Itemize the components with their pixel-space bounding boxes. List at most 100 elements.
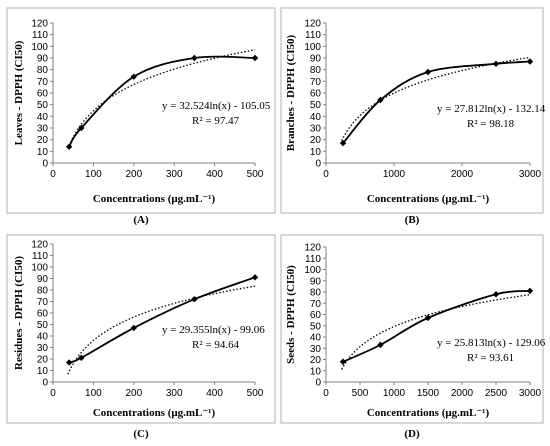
y-tick-label: 50 — [310, 321, 322, 332]
panel-label: (D) — [404, 428, 420, 440]
x-axis-label: Concentrations (μg.mL⁻¹) — [93, 407, 216, 419]
y-tick-label: 20 — [310, 355, 322, 366]
y-tick-label: 80 — [310, 65, 322, 76]
data-point — [377, 96, 384, 104]
y-tick-label: 30 — [37, 124, 49, 135]
y-tick-label: 20 — [310, 135, 322, 146]
r-squared-label: R² = 93.61 — [467, 352, 514, 364]
y-tick-label: 40 — [37, 332, 49, 343]
x-tick-label: 200 — [125, 169, 142, 180]
y-tick-label: 110 — [305, 254, 321, 265]
y-tick-label: 60 — [37, 309, 49, 320]
y-tick-label: 90 — [37, 54, 49, 65]
x-tick-label: 400 — [206, 388, 223, 399]
y-tick-label: 10 — [310, 147, 322, 158]
x-tick-label: 200 — [125, 388, 142, 399]
y-tick-label: 120 — [304, 243, 321, 254]
y-tick-label: 10 — [37, 366, 49, 377]
y-tick-label: 10 — [37, 147, 49, 158]
x-tick-label: 400 — [206, 169, 223, 180]
y-tick-label: 100 — [304, 42, 321, 53]
y-tick-label: 0 — [315, 378, 321, 389]
y-axis-label: Branches - DPPH (CI50) — [285, 34, 297, 151]
data-point — [492, 291, 500, 298]
data-point — [78, 354, 85, 362]
panel-frame — [6, 7, 276, 214]
y-tick-label: 70 — [310, 77, 322, 88]
x-tick-label: 3000 — [519, 169, 542, 180]
y-tick-label: 0 — [42, 159, 48, 170]
y-axis-label: Residues - DPPH (CI50) — [13, 256, 25, 370]
y-tick-label: 120 — [304, 19, 321, 30]
data-point — [339, 358, 347, 365]
y-tick-label: 90 — [310, 276, 322, 287]
data-point — [130, 73, 137, 80]
data-point — [65, 143, 73, 150]
panel-frame — [280, 234, 544, 424]
y-tick-label: 90 — [37, 274, 49, 285]
y-tick-label: 100 — [31, 263, 48, 274]
y-tick-label: 40 — [310, 112, 322, 123]
panel-label: (C) — [133, 428, 149, 440]
y-tick-label: 60 — [310, 310, 322, 321]
y-tick-label: 90 — [310, 54, 322, 65]
y-tick-label: 80 — [37, 65, 49, 76]
x-axis-label: Concentrations (μg.mL⁻¹) — [93, 193, 216, 205]
x-axis-label: Concentrations (μg.mL⁻¹) — [367, 193, 490, 205]
y-tick-label: 100 — [31, 42, 48, 53]
data-point — [424, 68, 432, 76]
y-tick-label: 20 — [37, 135, 49, 146]
x-tick-label: 1500 — [417, 388, 440, 399]
y-tick-label: 50 — [37, 320, 49, 331]
y-tick-label: 30 — [310, 124, 322, 135]
trendline-equation: y = 27.812ln(x) - 132.14 — [437, 103, 546, 115]
x-tick-label: 300 — [166, 388, 183, 399]
data-point — [526, 287, 534, 295]
data-point — [78, 124, 85, 132]
data-point — [492, 60, 500, 68]
y-tick-label: 30 — [310, 344, 322, 355]
trendline — [341, 294, 531, 370]
trendline — [67, 285, 256, 375]
y-tick-label: 70 — [37, 77, 49, 88]
data-point — [130, 324, 137, 332]
y-axis-label: Seeds - DPPH (CI50) — [285, 265, 297, 364]
y-tick-label: 110 — [32, 30, 48, 41]
data-point — [65, 359, 73, 366]
x-tick-label: 0 — [323, 169, 329, 180]
data-point — [191, 54, 198, 62]
y-tick-label: 60 — [37, 89, 49, 100]
x-tick-label: 0 — [50, 388, 56, 399]
y-tick-label: 100 — [304, 265, 321, 276]
data-point — [526, 58, 534, 65]
panel-label: (B) — [405, 214, 420, 226]
y-tick-label: 120 — [31, 240, 48, 251]
x-tick-label: 0 — [50, 169, 56, 180]
y-tick-label: 0 — [315, 159, 321, 170]
data-point — [377, 341, 384, 349]
y-tick-label: 10 — [310, 366, 322, 377]
y-tick-label: 0 — [42, 378, 48, 389]
panel-frame — [280, 7, 544, 214]
r-squared-label: R² = 97.47 — [192, 115, 240, 127]
x-tick-label: 300 — [166, 169, 183, 180]
y-tick-label: 60 — [310, 89, 322, 100]
data-point — [251, 274, 259, 281]
x-tick-label: 2500 — [485, 388, 508, 399]
x-tick-label: 500 — [247, 169, 264, 180]
y-tick-label: 20 — [37, 355, 49, 366]
y-tick-label: 110 — [32, 251, 48, 262]
y-tick-label: 120 — [31, 19, 48, 30]
y-tick-label: 80 — [310, 288, 322, 299]
x-tick-label: 1000 — [383, 169, 406, 180]
data-point — [339, 139, 347, 147]
y-axis-label: Leaves - DPPH (CI50) — [13, 40, 25, 145]
y-tick-label: 70 — [37, 297, 49, 308]
panel-label: (A) — [133, 214, 149, 226]
x-tick-label: 100 — [85, 388, 102, 399]
